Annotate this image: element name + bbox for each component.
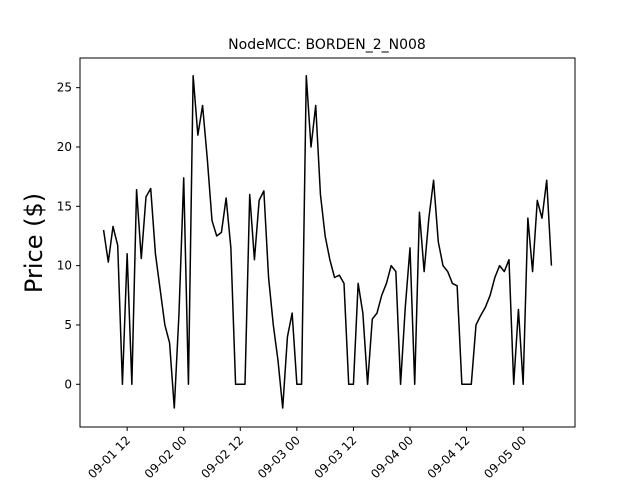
price-line (102, 75, 553, 409)
y-tick-label: 10 (57, 259, 72, 273)
y-tick-label: 15 (57, 199, 72, 213)
y-tick-label: 0 (64, 377, 72, 391)
plot-frame (79, 57, 576, 428)
y-tick-label: 5 (64, 318, 72, 332)
y-axis-label: Price ($) (20, 193, 48, 293)
y-tick-label: 25 (57, 81, 72, 95)
chart-title: NodeMCC: BORDEN_2_N008 (228, 37, 426, 53)
y-tick-label: 20 (57, 140, 72, 154)
